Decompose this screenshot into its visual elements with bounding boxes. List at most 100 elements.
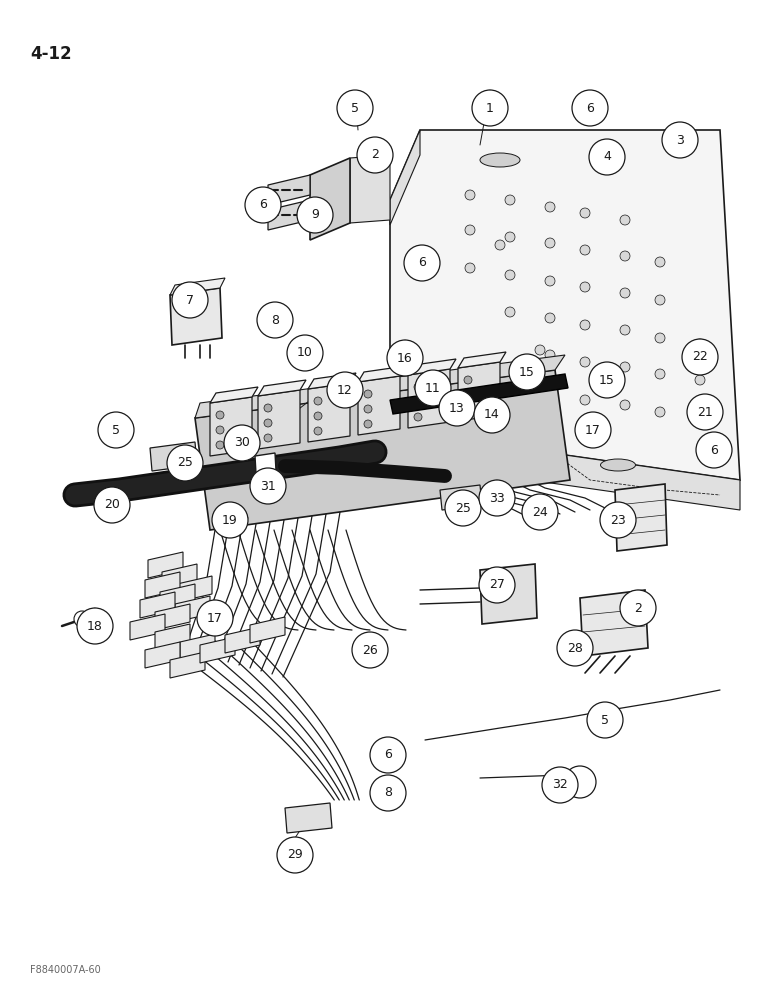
- Text: 10: 10: [297, 347, 313, 360]
- Text: 8: 8: [384, 786, 392, 800]
- Circle shape: [465, 190, 475, 200]
- Circle shape: [620, 400, 630, 410]
- Polygon shape: [458, 362, 500, 421]
- Circle shape: [264, 434, 272, 442]
- Text: 2: 2: [634, 601, 642, 614]
- Circle shape: [414, 413, 422, 421]
- Circle shape: [250, 468, 286, 504]
- Circle shape: [216, 426, 224, 434]
- Circle shape: [522, 494, 558, 530]
- Circle shape: [620, 215, 630, 225]
- Circle shape: [620, 325, 630, 335]
- Circle shape: [472, 90, 508, 126]
- Circle shape: [414, 383, 422, 391]
- Circle shape: [505, 307, 515, 317]
- Circle shape: [505, 232, 515, 242]
- Text: 13: 13: [449, 401, 465, 414]
- Circle shape: [364, 390, 372, 398]
- Text: 6: 6: [259, 198, 267, 212]
- Text: 22: 22: [692, 351, 708, 363]
- Circle shape: [264, 404, 272, 412]
- Circle shape: [580, 357, 590, 367]
- Polygon shape: [155, 604, 190, 630]
- Polygon shape: [225, 627, 260, 653]
- Polygon shape: [408, 359, 456, 375]
- Circle shape: [352, 632, 388, 668]
- Circle shape: [589, 139, 625, 175]
- Circle shape: [620, 288, 630, 298]
- Circle shape: [589, 362, 625, 398]
- Text: 14: 14: [484, 408, 500, 422]
- Text: 6: 6: [710, 444, 718, 456]
- Polygon shape: [148, 552, 183, 578]
- Circle shape: [364, 420, 372, 428]
- Circle shape: [580, 208, 590, 218]
- Polygon shape: [358, 366, 406, 382]
- Polygon shape: [390, 130, 740, 480]
- Text: 25: 25: [177, 456, 193, 470]
- Circle shape: [370, 775, 406, 811]
- Polygon shape: [408, 369, 450, 428]
- Text: 29: 29: [287, 848, 303, 861]
- Circle shape: [314, 427, 322, 435]
- Polygon shape: [145, 572, 180, 598]
- Polygon shape: [615, 484, 667, 551]
- Text: 4: 4: [603, 150, 611, 163]
- Circle shape: [682, 339, 718, 375]
- Circle shape: [580, 282, 590, 292]
- Text: 28: 28: [567, 642, 583, 654]
- Polygon shape: [162, 564, 197, 590]
- Circle shape: [580, 395, 590, 405]
- Polygon shape: [285, 803, 332, 833]
- Circle shape: [216, 441, 224, 449]
- Polygon shape: [170, 278, 225, 295]
- Circle shape: [655, 257, 665, 267]
- Polygon shape: [268, 175, 310, 205]
- Circle shape: [257, 302, 293, 338]
- Text: 6: 6: [418, 256, 426, 269]
- Text: 18: 18: [87, 619, 103, 633]
- Text: 6: 6: [384, 748, 392, 762]
- Polygon shape: [390, 430, 740, 510]
- Circle shape: [216, 411, 224, 419]
- Text: 20: 20: [104, 498, 120, 512]
- Circle shape: [464, 376, 472, 384]
- Circle shape: [564, 766, 596, 798]
- Circle shape: [575, 412, 611, 448]
- Polygon shape: [250, 617, 285, 643]
- Polygon shape: [180, 634, 215, 660]
- Ellipse shape: [601, 459, 635, 471]
- Text: 5: 5: [112, 424, 120, 436]
- Circle shape: [212, 502, 248, 538]
- Text: 17: 17: [585, 424, 601, 436]
- Circle shape: [695, 375, 705, 385]
- Text: 32: 32: [552, 778, 568, 792]
- Polygon shape: [580, 590, 648, 656]
- Text: 21: 21: [697, 406, 713, 418]
- Circle shape: [383, 741, 397, 755]
- Circle shape: [172, 282, 208, 318]
- Circle shape: [357, 137, 393, 173]
- Text: 9: 9: [311, 209, 319, 222]
- Text: 15: 15: [599, 373, 615, 386]
- Polygon shape: [195, 355, 565, 418]
- Text: 15: 15: [519, 365, 535, 378]
- Text: 23: 23: [610, 514, 626, 526]
- Circle shape: [370, 737, 406, 773]
- Text: 27: 27: [489, 578, 505, 591]
- Text: 6: 6: [586, 102, 594, 114]
- Polygon shape: [140, 592, 175, 618]
- Text: 17: 17: [207, 611, 223, 624]
- Circle shape: [495, 240, 505, 250]
- Circle shape: [557, 630, 593, 666]
- Circle shape: [77, 608, 113, 644]
- Text: 2: 2: [371, 148, 379, 161]
- Polygon shape: [200, 637, 235, 663]
- Circle shape: [572, 90, 608, 126]
- Circle shape: [479, 567, 515, 603]
- Circle shape: [655, 407, 665, 417]
- Polygon shape: [308, 373, 356, 389]
- Circle shape: [167, 445, 203, 481]
- Circle shape: [580, 320, 590, 330]
- Text: 5: 5: [351, 102, 359, 114]
